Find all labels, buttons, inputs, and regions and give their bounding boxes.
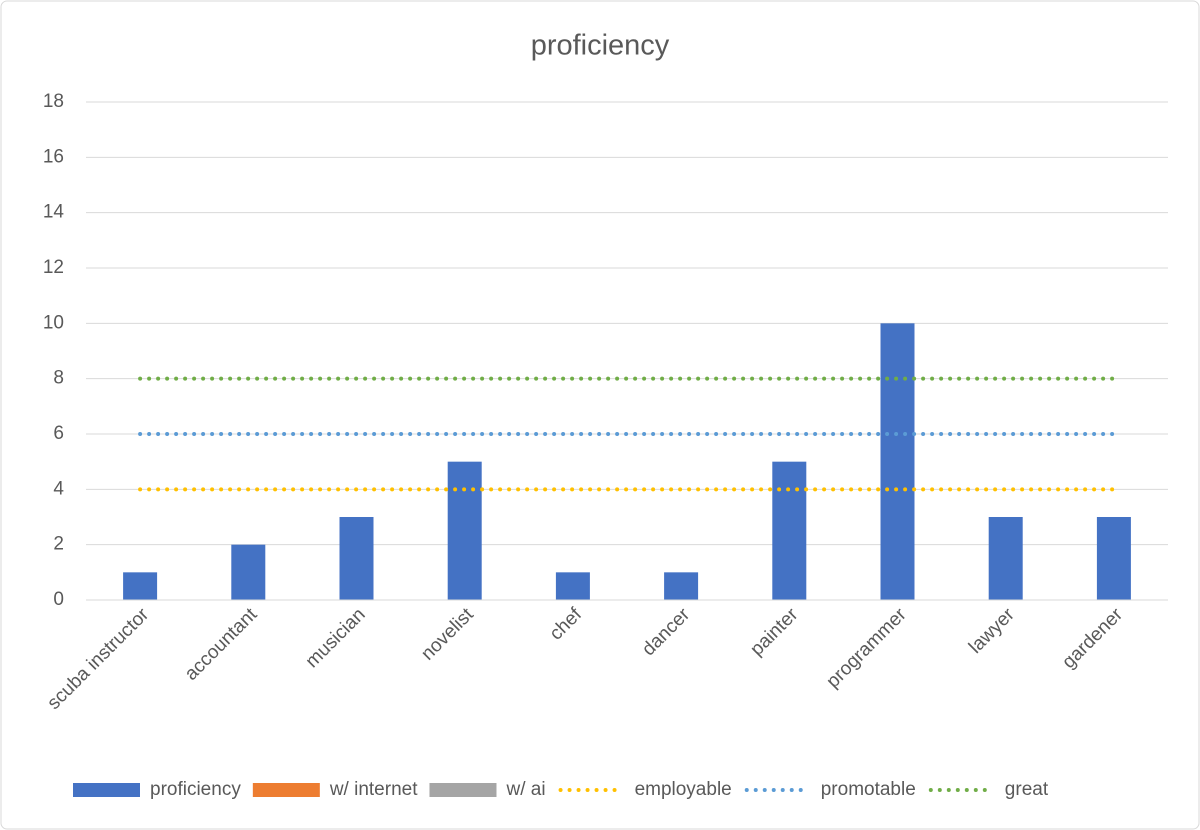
y-tick-label: 6: [53, 423, 64, 444]
bar: [555, 572, 590, 600]
y-tick-label: 10: [43, 312, 64, 333]
bar: [664, 572, 699, 600]
legend-label: w/ internet: [329, 779, 418, 800]
legend-swatch: [429, 783, 497, 797]
bar: [123, 572, 158, 600]
y-tick-label: 8: [53, 368, 64, 389]
y-tick-label: 2: [53, 534, 64, 555]
bar: [1096, 517, 1131, 600]
y-tick-label: 14: [43, 202, 65, 223]
y-tick-label: 16: [43, 146, 64, 167]
y-tick-label: 4: [53, 478, 64, 499]
legend-label: promotable: [821, 779, 916, 800]
legend-label: w/ ai: [505, 779, 545, 800]
y-tick-label: 18: [43, 91, 64, 112]
bar: [988, 517, 1023, 600]
legend-swatch: [252, 783, 320, 797]
bar: [880, 323, 915, 600]
legend-swatch: [73, 783, 140, 797]
y-tick-label: 0: [53, 589, 64, 610]
y-tick-label: 12: [43, 257, 64, 278]
legend-label: employable: [635, 779, 732, 800]
bar: [339, 517, 374, 600]
chart-title: proficiency: [531, 30, 670, 62]
legend-label: great: [1005, 779, 1049, 800]
bar: [447, 461, 482, 600]
legend-label: proficiency: [150, 779, 241, 800]
bar: [231, 544, 266, 600]
bar: [772, 461, 807, 600]
